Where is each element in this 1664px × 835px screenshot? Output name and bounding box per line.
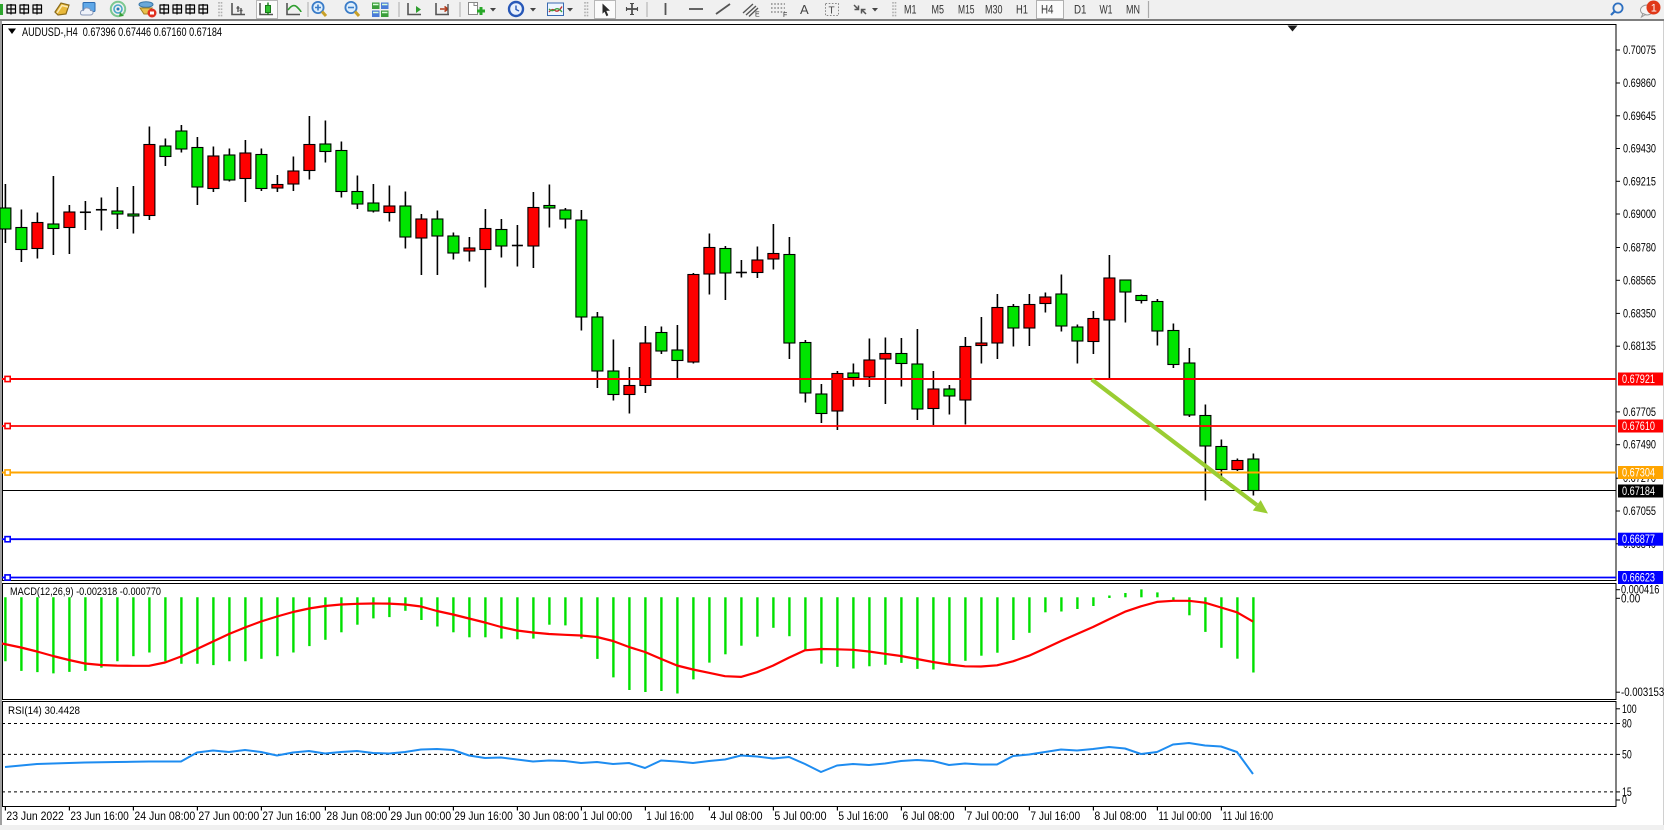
svg-text:E: E bbox=[755, 12, 760, 19]
svg-text:8 Jul 08:00: 8 Jul 08:00 bbox=[1094, 811, 1146, 823]
svg-text:28 Jun 08:00: 28 Jun 08:00 bbox=[326, 811, 387, 823]
svg-text:29 Jun 16:00: 29 Jun 16:00 bbox=[454, 811, 512, 823]
svg-text:0.000416: 0.000416 bbox=[1621, 585, 1659, 597]
svg-text:0.66623: 0.66623 bbox=[1622, 573, 1655, 585]
svg-text:F: F bbox=[783, 12, 787, 19]
svg-text:0: 0 bbox=[1622, 795, 1627, 807]
svg-text:1: 1 bbox=[1651, 3, 1657, 15]
svg-text:M15: M15 bbox=[958, 5, 975, 17]
svg-text:27 Jun 00:00: 27 Jun 00:00 bbox=[198, 811, 259, 823]
svg-text:0.68350: 0.68350 bbox=[1623, 308, 1656, 320]
svg-text:0.67304: 0.67304 bbox=[1622, 468, 1655, 480]
svg-text:0.69430: 0.69430 bbox=[1623, 144, 1656, 156]
svg-text:H4: H4 bbox=[1041, 5, 1054, 17]
svg-text:100: 100 bbox=[1622, 704, 1637, 716]
svg-text:M5: M5 bbox=[932, 5, 945, 17]
svg-text:0.69000: 0.69000 bbox=[1623, 209, 1656, 221]
svg-text:5 Jul 16:00: 5 Jul 16:00 bbox=[838, 811, 888, 823]
svg-text:RSI(14) 30.4428: RSI(14) 30.4428 bbox=[8, 705, 80, 717]
svg-text:4 Jul 08:00: 4 Jul 08:00 bbox=[710, 811, 762, 823]
svg-text:0.67184: 0.67184 bbox=[1622, 486, 1655, 498]
svg-text:0.00: 0.00 bbox=[1621, 593, 1640, 605]
svg-text:0.67055: 0.67055 bbox=[1623, 506, 1656, 518]
svg-text:30 Jun 08:00: 30 Jun 08:00 bbox=[518, 811, 579, 823]
svg-text:11 Jul 00:00: 11 Jul 00:00 bbox=[1158, 811, 1211, 823]
svg-text:0.67490: 0.67490 bbox=[1623, 440, 1656, 452]
svg-text:11 Jul 16:00: 11 Jul 16:00 bbox=[1222, 811, 1273, 823]
svg-text:D1: D1 bbox=[1074, 5, 1087, 17]
svg-text:24 Jun 08:00: 24 Jun 08:00 bbox=[134, 811, 195, 823]
svg-text:1 Jul 00:00: 1 Jul 00:00 bbox=[582, 811, 632, 823]
svg-text:0.67610: 0.67610 bbox=[1622, 421, 1655, 433]
svg-text:1 Jul 16:00: 1 Jul 16:00 bbox=[646, 811, 693, 823]
svg-text:0.68780: 0.68780 bbox=[1623, 243, 1656, 255]
svg-text:29 Jun 00:00: 29 Jun 00:00 bbox=[390, 811, 451, 823]
svg-text:W1: W1 bbox=[1100, 5, 1113, 17]
svg-text:MN: MN bbox=[1126, 5, 1140, 17]
svg-text:-0.003153: -0.003153 bbox=[1621, 687, 1664, 699]
svg-text:MACD(12,26,9) -0.002318 -0.000: MACD(12,26,9) -0.002318 -0.000770 bbox=[10, 586, 161, 598]
svg-text:7 Jul 00:00: 7 Jul 00:00 bbox=[966, 811, 1018, 823]
svg-text:0.69215: 0.69215 bbox=[1623, 176, 1656, 188]
svg-text:0.68135: 0.68135 bbox=[1623, 341, 1656, 353]
svg-text:M1: M1 bbox=[904, 5, 917, 17]
svg-text:15: 15 bbox=[1622, 787, 1632, 799]
svg-text:0.67705: 0.67705 bbox=[1623, 407, 1656, 419]
svg-text:7 Jul 16:00: 7 Jul 16:00 bbox=[1030, 811, 1080, 823]
svg-text:M30: M30 bbox=[985, 5, 1003, 17]
svg-text:27 Jun 16:00: 27 Jun 16:00 bbox=[262, 811, 320, 823]
svg-text:A: A bbox=[800, 2, 809, 17]
svg-text:0.69860: 0.69860 bbox=[1623, 78, 1656, 90]
svg-text:0.66877: 0.66877 bbox=[1622, 534, 1655, 546]
svg-text:23 Jun 2022: 23 Jun 2022 bbox=[6, 811, 63, 823]
svg-text:AUDUSD-,H4 0.67396 0.67446 0.: AUDUSD-,H4 0.67396 0.67446 0.67160 0.671… bbox=[22, 25, 222, 39]
svg-text:T: T bbox=[829, 6, 835, 17]
svg-text:5 Jul 00:00: 5 Jul 00:00 bbox=[774, 811, 826, 823]
svg-text:6 Jul 08:00: 6 Jul 08:00 bbox=[902, 811, 954, 823]
svg-text:0.68565: 0.68565 bbox=[1623, 275, 1656, 287]
svg-text:0.67921: 0.67921 bbox=[1622, 374, 1655, 386]
svg-text:0.69645: 0.69645 bbox=[1623, 111, 1656, 123]
svg-text:0.70075: 0.70075 bbox=[1623, 45, 1656, 57]
svg-text:23 Jun 16:00: 23 Jun 16:00 bbox=[70, 811, 128, 823]
svg-text:80: 80 bbox=[1622, 719, 1632, 731]
svg-text:H1: H1 bbox=[1016, 5, 1028, 17]
svg-text:50: 50 bbox=[1622, 749, 1632, 761]
